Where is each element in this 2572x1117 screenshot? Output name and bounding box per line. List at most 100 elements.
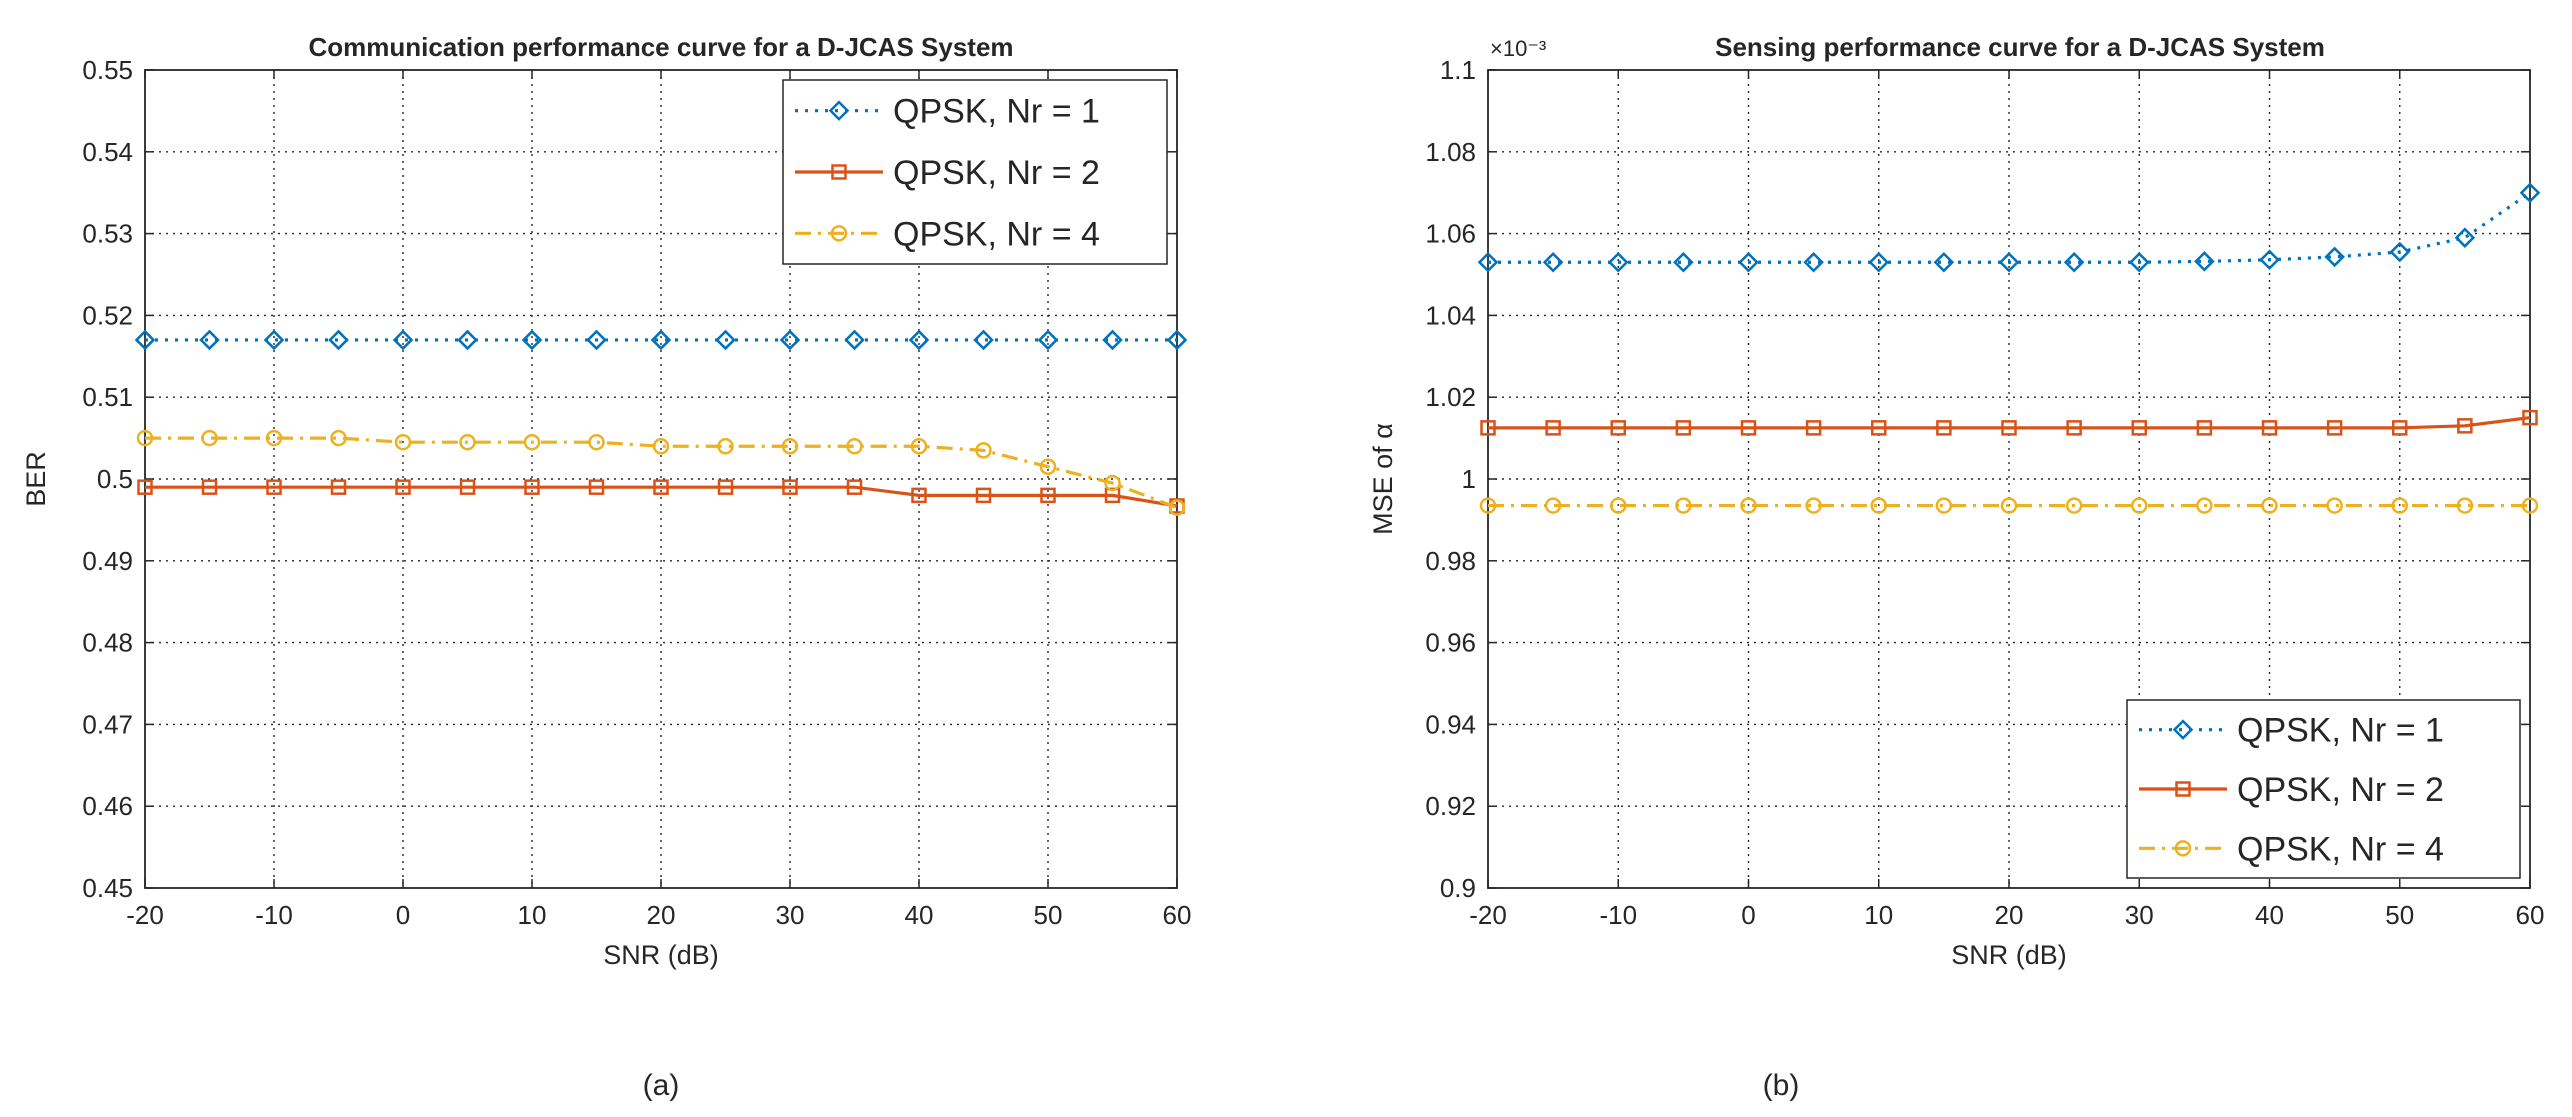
data-point <box>588 433 605 451</box>
data-point <box>1037 329 1059 351</box>
data-point <box>2454 227 2476 248</box>
y-tick-label: 1.06 <box>1425 219 1476 249</box>
legend-marker <box>2172 719 2194 740</box>
data-point <box>973 329 994 351</box>
data-point <box>1673 251 1694 273</box>
data-point <box>2196 420 2213 436</box>
data-point <box>781 438 799 455</box>
data-point <box>2066 420 2082 436</box>
legend-marker <box>2175 781 2191 797</box>
panel-a: -20 -10 0 10 20 30 40 50 60 0.45 0.46 0.47 0.48 0.49 0… <box>21 32 1191 1102</box>
y-tick-label: 0.92 <box>1425 791 1476 821</box>
data-point <box>1998 251 2020 273</box>
y-tick-label: 0.51 <box>82 382 133 412</box>
x-tick-label: 50 <box>1034 900 1063 930</box>
y-tick-label: 1.08 <box>1425 137 1476 167</box>
data-point <box>911 487 927 504</box>
y-tick-label: 0.94 <box>1425 709 1476 739</box>
data-point <box>1868 251 1890 273</box>
data-point <box>1935 497 1953 514</box>
data-point <box>1738 251 1759 273</box>
y-axis-label: BER <box>21 451 51 507</box>
data-point <box>136 429 154 447</box>
y-tick-label: 1.04 <box>1425 300 1476 330</box>
chart-title: Sensing performance curve for a D-JCAS S… <box>1715 32 2325 62</box>
data-point <box>2521 497 2539 514</box>
data-point <box>392 329 414 351</box>
x-tick-label: -20 <box>126 900 164 930</box>
data-point <box>2001 420 2017 436</box>
data-point <box>1477 251 1499 273</box>
series-line <box>145 485 1178 508</box>
data-point <box>2389 241 2411 263</box>
x-tick-label: -10 <box>255 900 293 930</box>
axis-ticks: -20 -10 0 10 20 30 40 50 60 0.45 0.46 0.47 0.48 0.49 0… <box>82 55 1191 930</box>
data-point <box>394 433 412 451</box>
data-point <box>975 487 992 504</box>
x-tick-label: 40 <box>905 900 934 930</box>
data-point <box>330 429 347 447</box>
data-point <box>2131 497 2148 514</box>
data-point <box>846 479 863 495</box>
data-point <box>2522 409 2538 426</box>
data-point <box>328 329 349 351</box>
data-point <box>2196 497 2213 514</box>
data-point <box>1675 420 1692 436</box>
x-tick-label: 60 <box>1163 900 1192 930</box>
x-tick-label: 10 <box>518 900 547 930</box>
data-point <box>1803 251 1824 273</box>
data-point <box>2324 246 2345 268</box>
y-tick-label: 0.53 <box>82 219 133 249</box>
legend-label: QPSK, Nr = 4 <box>2237 830 2444 868</box>
data-point <box>330 479 347 495</box>
data-point <box>1871 420 1887 436</box>
data-point <box>588 479 605 495</box>
data-point <box>2326 497 2343 514</box>
legend-label: QPSK, Nr = 2 <box>2237 771 2444 809</box>
data-point <box>1542 251 1564 273</box>
data-point <box>1040 487 1056 504</box>
data-point <box>1607 251 1629 273</box>
data-point <box>2000 497 2018 514</box>
data-point <box>908 329 930 351</box>
data-point <box>1805 420 1822 436</box>
data-point <box>199 329 220 351</box>
data-point <box>266 479 282 495</box>
y-tick-label: 1.1 <box>1440 55 1476 85</box>
axes-box <box>1487 69 2531 889</box>
data-point <box>2063 251 2085 273</box>
data-point <box>779 329 801 351</box>
data-point <box>1870 497 1887 514</box>
x-tick-label: 0 <box>1741 900 1755 930</box>
y-tick-label: 0.52 <box>82 300 133 330</box>
legend: QPSK, Nr = 1 QPSK, Nr = 2 QPSK, Nr = 4 <box>2126 699 2521 879</box>
series-3 <box>136 429 1186 516</box>
data-point <box>1480 420 1496 436</box>
y-tick-label: 1.02 <box>1425 382 1476 412</box>
legend-marker <box>828 100 850 121</box>
series-2 <box>1480 409 2538 436</box>
axes-box <box>144 69 1178 889</box>
data-point <box>2261 420 2278 436</box>
data-point <box>1545 420 1561 436</box>
panel-caption: (a) <box>643 1069 680 1102</box>
legend: QPSK, Nr = 1 QPSK, Nr = 2 QPSK, Nr = 4 <box>782 79 1168 265</box>
x-tick-label: 30 <box>776 900 805 930</box>
data-point <box>1039 458 1057 475</box>
y-tick-label: 0.48 <box>82 628 133 658</box>
legend-entry: QPSK, Nr = 2 <box>795 154 1100 192</box>
data-point <box>1104 474 1121 492</box>
x-tick-label: 40 <box>2255 900 2284 930</box>
data-point <box>1740 497 1757 514</box>
data-point <box>975 442 992 459</box>
y-tick-label: 0.5 <box>97 464 133 494</box>
y-tick-label: 0.46 <box>82 791 133 821</box>
data-point <box>2392 420 2408 436</box>
data-point <box>134 329 156 351</box>
data-point <box>1675 497 1692 514</box>
series-line <box>1488 191 2531 264</box>
y-exponent-label: ×10⁻³ <box>1490 36 1546 61</box>
legend-entry: QPSK, Nr = 2 <box>2139 771 2444 809</box>
axis-ticks: -20 -10 0 10 20 30 40 50 60 0.9 0.92 0.94 0.96 0.98 1 1… <box>1425 55 2544 930</box>
data-point <box>459 479 476 495</box>
